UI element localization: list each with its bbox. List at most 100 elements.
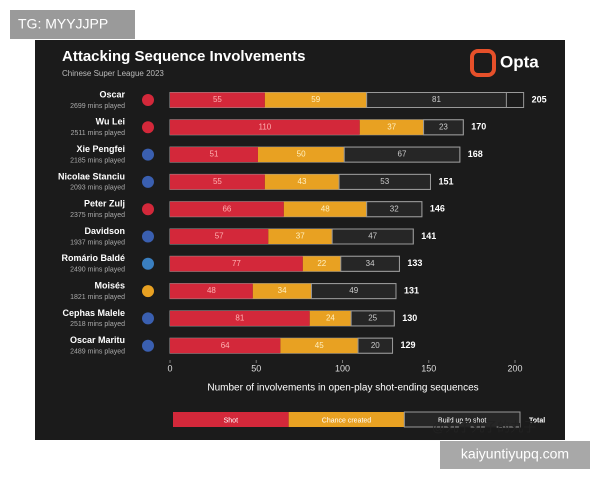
- team-badge: [142, 312, 154, 325]
- watermark-box: [440, 441, 590, 469]
- minutes-played: 2511 mins played: [71, 130, 125, 137]
- bar-segment: [350, 310, 395, 327]
- player-name: Oscar Maritu: [70, 335, 125, 345]
- total-label: 131: [404, 285, 419, 295]
- legend-label: Chance created: [322, 417, 372, 424]
- logo-text: Opta: [500, 52, 539, 71]
- legend-swatch: [173, 412, 289, 427]
- total-label: 146: [430, 204, 445, 214]
- bar-segment: [331, 228, 414, 245]
- player-name: Romário Baldé: [61, 253, 125, 263]
- value-label: 55: [213, 95, 222, 104]
- team-badge: [142, 285, 154, 298]
- total-label: 130: [402, 313, 417, 323]
- value-label: 77: [232, 259, 241, 268]
- bar-segment: [170, 256, 303, 272]
- team-badge: [142, 175, 154, 188]
- legend-label: Build up to shot: [438, 417, 486, 424]
- value-label: 32: [390, 204, 399, 213]
- bar-segment: [170, 119, 360, 135]
- watermark-box: [10, 10, 135, 39]
- total-label: 133: [407, 258, 422, 268]
- player-name: Peter Zulj: [84, 199, 125, 209]
- total-label: 168: [468, 149, 483, 159]
- x-tick-label: 200: [507, 363, 522, 373]
- bar-segment: [264, 92, 367, 108]
- minutes-played: 2490 mins played: [70, 267, 125, 274]
- minutes-played: 2489 mins played: [70, 349, 125, 356]
- total-label: 205: [532, 94, 547, 104]
- value-label: 48: [207, 286, 216, 295]
- value-label: 67: [398, 150, 407, 159]
- value-label: 37: [296, 232, 305, 241]
- team-badge: [142, 94, 154, 106]
- bar-segment: [170, 92, 265, 108]
- x-tick-label: 100: [335, 363, 350, 373]
- team-badge: [142, 230, 154, 243]
- bar-segment: [357, 337, 394, 354]
- chart-title: Attacking Sequence Involvements: [62, 48, 305, 65]
- bar-segment: [252, 283, 312, 299]
- bar-segment: [343, 146, 461, 163]
- bar-segment: [280, 338, 359, 354]
- bar-segment: [268, 229, 333, 244]
- watermark-text: kaiyuntiyupq.com: [461, 446, 569, 462]
- value-label: 50: [297, 150, 306, 159]
- opta-logo: Opta: [470, 49, 539, 77]
- value-label: 20: [371, 341, 380, 350]
- legend-label: Shot: [224, 417, 238, 424]
- logo-mark: [470, 49, 496, 77]
- value-label: 45: [315, 341, 324, 350]
- team-badge: [142, 257, 154, 270]
- value-label: 55: [213, 177, 222, 186]
- value-label: 81: [432, 95, 441, 104]
- chart-subtitle: Chinese Super League 2023: [62, 69, 164, 78]
- minutes-played: 1821 mins played: [70, 294, 125, 301]
- minutes-played: 2518 mins played: [70, 321, 125, 328]
- x-tick-label: 0: [167, 363, 172, 373]
- bar-segment: [170, 201, 284, 217]
- bar-segment: [310, 283, 397, 300]
- bar-segment: [170, 310, 310, 326]
- team-badge: [142, 148, 154, 161]
- bar-segment: [170, 229, 269, 244]
- value-label: 59: [311, 95, 320, 104]
- bar-segment: [264, 174, 340, 190]
- value-label: 57: [215, 232, 224, 241]
- total-label: 129: [401, 340, 416, 350]
- bar-segment: [170, 174, 265, 190]
- x-tick-label: 150: [421, 363, 436, 373]
- minutes-played: 2375 mins played: [70, 212, 125, 219]
- value-label: 24: [326, 314, 335, 323]
- bar-segment: [170, 338, 281, 354]
- legend-swatch: [403, 411, 521, 428]
- team-badge: [142, 203, 154, 216]
- bar-segment: [170, 283, 253, 299]
- value-label: 43: [298, 177, 307, 186]
- total-label: 151: [438, 176, 453, 186]
- player-name: Cephas Malele: [62, 308, 125, 318]
- value-label: 49: [349, 286, 358, 295]
- bar-segment: [283, 201, 367, 217]
- x-axis-title: Number of involvements in open-play shot…: [207, 383, 478, 394]
- legend-label: Total: [529, 417, 545, 424]
- value-label: 34: [278, 286, 287, 295]
- watermark-text: TG: MYYJJPP: [18, 16, 108, 32]
- bar-segment: [340, 255, 400, 272]
- minutes-played: 2699 mins played: [70, 103, 125, 110]
- value-label: 66: [222, 204, 231, 213]
- legend-swatch: [288, 412, 405, 427]
- watermark-weibo: @丸子丸子的丸子: [432, 419, 536, 434]
- value-label: 37: [387, 122, 396, 131]
- player-name: Oscar: [99, 89, 125, 99]
- value-label: 34: [366, 259, 375, 268]
- value-label: 48: [321, 204, 330, 213]
- minutes-played: 2185 mins played: [70, 157, 125, 164]
- minutes-played: 2093 mins played: [70, 185, 125, 192]
- plot: 0 50 100 150 200 Number of involvements in op…: [58, 89, 547, 428]
- value-label: 25: [368, 314, 377, 323]
- player-name: Davidson: [84, 226, 125, 236]
- value-label: 47: [368, 232, 377, 241]
- value-label: 110: [258, 122, 271, 131]
